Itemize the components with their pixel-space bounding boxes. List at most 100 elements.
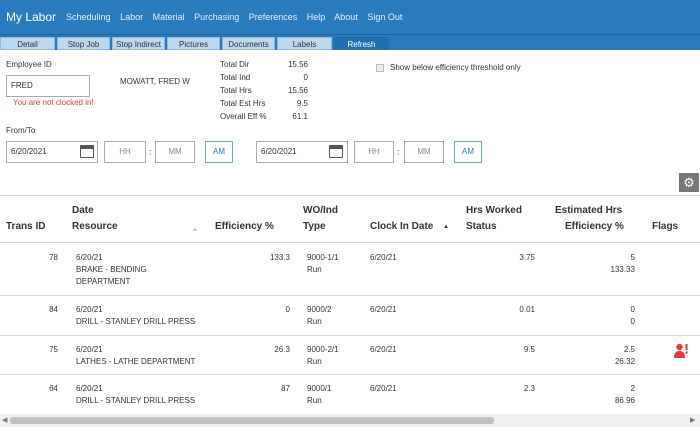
user-alert-icon[interactable] (674, 343, 688, 358)
cell-type: Run (307, 357, 322, 366)
cell-est-hrs: 2 (630, 384, 635, 393)
toolbar: Detail Stop Job Stop Indirect Pictures D… (0, 34, 700, 50)
gear-icon[interactable]: ⚙ (679, 173, 699, 192)
cell-est-hrs: 0 (630, 305, 635, 314)
cell-wo: 9000-2/1 (307, 345, 339, 354)
total-est-hrs-label: Total Est Hrs (220, 99, 266, 108)
from-hh-input[interactable]: HH (104, 141, 146, 163)
scrollbar-thumb[interactable] (10, 417, 494, 424)
total-hrs-label: Total Hrs (220, 86, 252, 95)
header-estimated-hrs[interactable]: Estimated Hrs (555, 205, 623, 216)
stop-indirect-button[interactable]: Stop Indirect (112, 37, 165, 50)
total-ind-value: 0 (303, 73, 308, 82)
cell-clock-in: 6/20/21 (370, 253, 397, 262)
header-wo-ind[interactable]: WO/Ind (303, 205, 338, 216)
nav-scheduling[interactable]: Scheduling (66, 12, 111, 22)
row-divider (0, 335, 700, 336)
overall-eff-label: Overall Eff % (220, 112, 267, 121)
cell-hrs-worked: 0.01 (519, 305, 535, 314)
pictures-button[interactable]: Pictures (167, 37, 220, 50)
sort-icon[interactable]: ▲ (192, 227, 198, 233)
horizontal-scrollbar[interactable]: ◀ ▶ (0, 414, 700, 427)
clock-status-message: You are not clocked in! (13, 98, 94, 107)
refresh-button[interactable]: Refresh (334, 37, 389, 50)
total-dir-label: Total Dir (220, 60, 250, 69)
cell-resource-2: DEPARTMENT (76, 277, 131, 286)
cell-date: 6/20/21 (76, 345, 103, 354)
sort-asc-icon[interactable]: ▲ (443, 224, 449, 230)
to-date-value: 6/20/2021 (261, 147, 297, 156)
cell-resource: DRILL - STANLEY DRILL PRESS (76, 396, 196, 405)
labels-button[interactable]: Labels (277, 37, 332, 50)
header-date[interactable]: Date (72, 205, 94, 216)
cell-resource: LATHES - LATHE DEPARTMENT (76, 357, 196, 366)
header-status[interactable]: Status (466, 221, 497, 232)
from-date-value: 6/20/2021 (11, 147, 47, 156)
header-efficiency[interactable]: Efficiency % (215, 221, 274, 232)
to-ampm-button[interactable]: AM (454, 141, 482, 163)
header-hrs-worked[interactable]: Hrs Worked (466, 205, 522, 216)
from-mm-input[interactable]: MM (155, 141, 195, 163)
from-to-label: From/To (6, 126, 36, 135)
total-hrs-value: 15.56 (287, 86, 308, 95)
nav-sign-out[interactable]: Sign Out (367, 12, 403, 22)
employee-id-input[interactable]: FRED (6, 75, 90, 97)
row-divider (0, 295, 700, 296)
cell-wo: 9000-1/1 (307, 253, 339, 262)
nav-about[interactable]: About (334, 12, 358, 22)
header-type[interactable]: Type (303, 221, 326, 232)
header-clock-in-date[interactable]: Clock In Date (370, 221, 434, 232)
grid-top-border (0, 195, 700, 196)
to-date-input[interactable]: 6/20/2021 (256, 141, 348, 163)
cell-clock-in: 6/20/21 (370, 345, 397, 354)
main-nav: Scheduling Labor Material Purchasing Pre… (66, 12, 409, 22)
cell-type: Run (307, 396, 322, 405)
documents-button[interactable]: Documents (222, 37, 275, 50)
cell-resource: DRILL - STANLEY DRILL PRESS (76, 317, 196, 326)
app-title: My Labor (6, 10, 57, 24)
row-divider (0, 374, 700, 375)
nav-material[interactable]: Material (152, 12, 185, 22)
nav-purchasing[interactable]: Purchasing (194, 12, 240, 22)
total-ind-label: Total Ind (220, 73, 251, 82)
to-hh-placeholder: HH (368, 147, 380, 156)
cell-date: 6/20/21 (76, 384, 103, 393)
header-divider (0, 242, 700, 243)
cell-wo: 9000/1 (307, 384, 332, 393)
cell-trans-id: 78 (49, 253, 58, 262)
efficiency-threshold-checkbox[interactable] (376, 64, 384, 72)
from-hh-placeholder: HH (119, 147, 131, 156)
header-trans-id[interactable]: Trans ID (6, 221, 46, 232)
cell-type: Run (307, 265, 322, 274)
cell-wo: 9000/2 (307, 305, 332, 314)
cell-est-eff: 86.96 (614, 396, 635, 405)
cell-efficiency: 87 (281, 384, 290, 393)
cell-date: 6/20/21 (76, 253, 103, 262)
from-mm-placeholder: MM (168, 147, 182, 156)
stop-job-button[interactable]: Stop Job (57, 37, 110, 50)
cell-efficiency: 0 (285, 305, 290, 314)
cell-trans-id: 84 (49, 305, 58, 314)
calendar-icon[interactable] (329, 145, 343, 158)
scroll-left-icon[interactable]: ◀ (2, 417, 8, 424)
calendar-icon[interactable] (80, 145, 94, 158)
from-date-input[interactable]: 6/20/2021 (6, 141, 98, 163)
nav-labor[interactable]: Labor (120, 12, 144, 22)
cell-clock-in: 6/20/21 (370, 305, 397, 314)
to-mm-input[interactable]: MM (404, 141, 444, 163)
total-est-hrs-value: 9.5 (296, 99, 308, 108)
header-resource[interactable]: Resource (72, 221, 118, 232)
cell-est-eff: 0 (630, 317, 635, 326)
detail-button[interactable]: Detail (0, 37, 55, 50)
header-est-efficiency[interactable]: Efficiency % (565, 221, 624, 232)
nav-help[interactable]: Help (306, 12, 326, 22)
cell-est-eff: 26.32 (614, 357, 635, 366)
nav-preferences[interactable]: Preferences (248, 12, 298, 22)
overall-eff-value: 61.1 (292, 112, 308, 121)
efficiency-threshold-label: Show below efficiency threshold only (390, 63, 521, 72)
from-ampm-button[interactable]: AM (205, 141, 233, 163)
cell-type: Run (307, 317, 322, 326)
scroll-right-icon[interactable]: ▶ (690, 417, 696, 424)
top-nav-bar: My Labor Scheduling Labor Material Purch… (0, 0, 700, 34)
to-hh-input[interactable]: HH (354, 141, 394, 163)
